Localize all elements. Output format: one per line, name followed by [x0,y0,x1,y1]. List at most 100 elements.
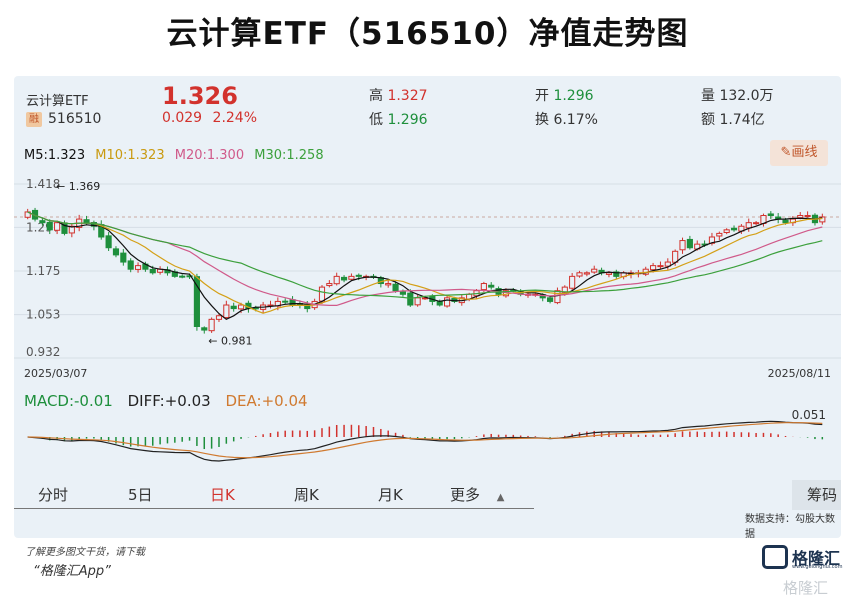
x-start-label: 2025/03/07 [24,367,87,380]
candle [782,219,789,224]
ma-line-m10 [27,211,823,314]
candle [745,222,752,229]
candle [46,221,53,231]
brand-g-icon [762,545,788,569]
ma20-label: M20:1.300 [174,148,245,163]
candle [657,265,664,268]
tab-weekly-k[interactable]: 周K [294,486,319,504]
dea-label: DEA:+0.04 [225,392,308,410]
y-tick-label: 0.932 [26,345,60,359]
diff-line [27,420,823,462]
candle [54,222,61,231]
candle [576,272,583,277]
brand-logo: 格隆汇 www.gelonghui.com [762,545,844,571]
quote-panel: 云计算ETF 融 516510 1.326 0.029 2.24% 高 1.32… [14,76,841,540]
candle [767,213,774,217]
candle [583,272,590,275]
candle [333,275,340,285]
candle [392,283,399,292]
ma5-label: M5:1.323 [24,148,86,163]
brand-watermark: 格隆汇 [783,579,829,597]
macd-legend: MACD:-0.01 DIFF:+0.03 DEA:+0.04 [24,392,318,410]
tab-more[interactable]: 更多 ▲ [450,486,505,504]
candle [215,315,223,320]
candle [436,301,443,306]
stat-high: 高 1.327 [369,88,428,104]
candle [547,297,554,302]
candle [650,265,657,271]
draw-line-button[interactable]: ✎画线 [770,140,828,166]
triangle-up-icon: ▲ [496,492,505,503]
candle [569,275,576,289]
change-abs: 0.029 [162,110,203,126]
candle [237,304,245,310]
candle [443,297,451,307]
candle [605,272,613,275]
tab-monthly-k[interactable]: 月K [378,486,403,504]
candle [664,261,671,267]
stat-volume: 量 132.0万 [701,88,774,104]
macd-chart[interactable]: 0.051 [14,409,841,469]
candle [355,274,362,277]
candle [230,305,237,310]
ma30-label: M30:1.258 [254,148,324,163]
y-tick-label: 1.175 [26,264,60,278]
candle [672,250,679,263]
candle [39,220,46,224]
pencil-icon: ✎ [780,145,792,160]
candle [488,284,495,288]
candle [819,216,826,223]
ticker-code: 516510 [48,111,102,127]
ma-line-m20 [27,211,823,306]
y-tick-label: 1.053 [26,308,60,322]
candle [83,219,90,224]
footer-note: 了解更多图文干货，请下载 [25,547,145,558]
page-title: 云计算ETF（516510）净值走势图 [166,16,689,52]
candle [686,238,693,249]
candle [797,215,804,219]
tab-daily-k[interactable]: 日K [210,486,235,504]
candle [730,227,738,231]
candle [193,276,200,327]
ticker-name: 云计算ETF [26,94,89,109]
candle [679,240,686,251]
candle [414,297,421,306]
ma10-label: M10:1.323 [95,148,165,163]
candle [407,292,414,306]
data-source: 数据支持：勾股大数据 [745,514,835,540]
candle [399,291,407,295]
chips-button[interactable]: 筹码 [792,480,841,510]
candle [120,252,127,263]
candle [186,275,193,278]
macd-max-label: 0.051 [792,409,826,422]
candle [480,283,487,291]
ma-line-m30 [27,211,823,299]
candle [24,211,31,218]
tab-intraday[interactable]: 分时 [38,486,69,504]
stat-turnover: 换 6.17% [535,112,598,128]
price-change: 0.029 2.24% [162,110,257,126]
candle [613,271,620,277]
diff-label: DIFF:+0.03 [127,392,211,410]
candle [385,283,392,286]
candle [112,248,120,256]
ma-line-m5 [27,211,823,321]
candle [804,215,811,218]
footer-app-name: “格隆汇App” [33,564,111,579]
candle [223,304,230,319]
candle [340,276,348,281]
candle [716,232,723,237]
candle [179,275,186,278]
tab-5day[interactable]: 5日 [128,486,153,504]
candle [348,275,355,280]
candle [208,318,215,332]
high-annotation: ← 1.369 [56,180,100,193]
change-pct: 2.24% [212,110,258,126]
candle [318,286,326,302]
low-annotation: ← 0.981 [208,334,252,347]
macd-label: MACD:-0.01 [24,392,113,410]
margin-badge: 融 [26,112,42,127]
candle [127,260,134,270]
period-tabs: 分时 5日 日K 周K 月K 更多 ▲ [14,474,841,514]
